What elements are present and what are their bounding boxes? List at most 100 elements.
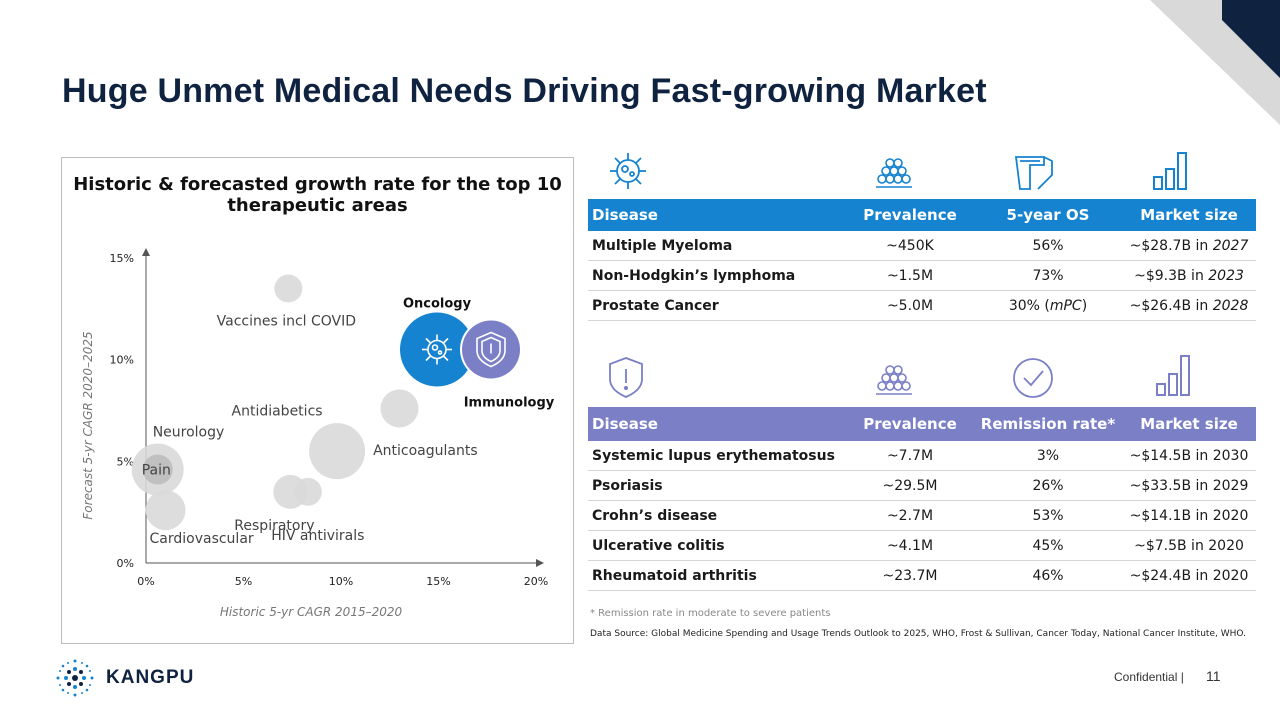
- bubble-cardiovascular: [145, 490, 186, 531]
- table-row: Crohn’s disease ~2.7M 53% ~$14.1B in 202…: [588, 500, 1256, 531]
- table-row: Systemic lupus erythematosus ~7.7M 3% ~$…: [588, 441, 1256, 471]
- bubble-label: HIV antivirals: [271, 528, 364, 544]
- cell-prevalence: ~5.0M: [846, 290, 974, 321]
- cell-market: ~$24.4B in 2020: [1122, 560, 1256, 591]
- x-tick-label: 0%: [137, 575, 154, 588]
- oncology-virus-icon: [422, 334, 452, 365]
- bubble-anticoagulants: [309, 423, 366, 480]
- bar-chart-icon: [1156, 355, 1190, 396]
- t2-header-market: Market size: [1122, 407, 1256, 441]
- cell-remission: 26%: [974, 470, 1122, 501]
- footnote: * Remission rate in moderate to severe p…: [590, 608, 831, 619]
- y-tick-label: 5%: [117, 455, 134, 468]
- cell-market: ~$14.1B in 2020: [1122, 500, 1256, 531]
- x-tick-label: 20%: [524, 575, 548, 588]
- x-tick-label: 15%: [426, 575, 450, 588]
- virus-icon: [610, 153, 646, 189]
- people-icon: [876, 158, 912, 188]
- cell-prevalence: ~1.5M: [846, 260, 974, 291]
- cell-os: 56%: [974, 231, 1122, 261]
- hand-icon: [1014, 156, 1053, 190]
- check-icon: [1013, 358, 1053, 398]
- cell-disease: Ulcerative colitis: [588, 530, 846, 561]
- immunology-label: Immunology: [464, 396, 555, 411]
- bubble-label: Neurology: [153, 424, 225, 440]
- cell-disease: Non-Hodgkin’s lymphoma: [588, 260, 846, 291]
- bar-chart-icon: [1153, 152, 1187, 190]
- oncology-label: Oncology: [403, 297, 472, 312]
- t2-header-remission: Remission rate*: [974, 407, 1122, 441]
- x-tick-label: 5%: [235, 575, 252, 588]
- t2-header-prevalence: Prevalence: [846, 407, 974, 441]
- cell-disease: Systemic lupus erythematosus: [588, 441, 846, 471]
- bubble-label: Vaccines incl COVID: [217, 314, 356, 330]
- logo-text: KANGPU: [106, 667, 195, 688]
- oncology-table: Disease Prevalence 5-year OS Market size…: [588, 199, 1256, 321]
- page-number: 11: [1206, 668, 1221, 684]
- bubble-label: Respiratory: [234, 518, 314, 534]
- cell-remission: 46%: [974, 560, 1122, 591]
- bubble-respiratory: [273, 474, 308, 509]
- x-axis-title: Historic 5-yr CAGR 2015–2020: [220, 605, 403, 619]
- y-tick-label: 0%: [117, 557, 134, 570]
- t1-header-os: 5-year OS: [974, 199, 1122, 231]
- cell-market: ~$33.5B in 2029: [1122, 470, 1256, 501]
- cell-disease: Psoriasis: [588, 470, 846, 501]
- bubble-antidiabetics: [380, 389, 419, 428]
- cell-prevalence: ~2.7M: [846, 500, 974, 531]
- bottom-icons: [609, 355, 1190, 398]
- cell-disease: Prostate Cancer: [588, 290, 846, 321]
- cell-market: ~$9.3B in 2023: [1122, 260, 1256, 291]
- y-axis-arrow: [142, 248, 150, 256]
- cell-os: 30% (mPC): [974, 290, 1122, 321]
- cell-disease: Crohn’s disease: [588, 500, 846, 531]
- cell-prevalence: ~7.7M: [846, 441, 974, 471]
- confidential-label: Confidential |: [1114, 670, 1184, 684]
- t1-header-disease: Disease: [588, 199, 846, 231]
- bubble-label: Antidiabetics: [232, 403, 323, 419]
- cell-os: 73%: [974, 260, 1122, 291]
- table-row: Rheumatoid arthritis ~23.7M 46% ~$24.4B …: [588, 560, 1256, 591]
- bubble-pain: [142, 454, 173, 485]
- cell-prevalence: ~23.7M: [846, 560, 974, 591]
- y-tick-label: 15%: [110, 252, 134, 265]
- cell-remission: 45%: [974, 530, 1122, 561]
- kangpu-logo-icon: [56, 659, 94, 697]
- table-row: Psoriasis ~29.5M 26% ~$33.5B in 2029: [588, 470, 1256, 501]
- cell-market: ~$14.5B in 2030: [1122, 441, 1256, 471]
- y-axis-title: Forecast 5-yr CAGR 2020–2025: [81, 331, 95, 519]
- page-title: Huge Unmet Medical Needs Driving Fast-gr…: [62, 72, 987, 110]
- scatter-chart: 0% 5% 10% 15% 20% 0% 5% 10% 15% Historic 5-yr CAG…: [81, 248, 555, 619]
- shield-icon: [609, 357, 643, 398]
- cell-prevalence: ~29.5M: [846, 470, 974, 501]
- t1-header-prevalence: Prevalence: [846, 199, 974, 231]
- bubble-vaccines-incl-covid: [274, 274, 303, 303]
- cell-disease: Multiple Myeloma: [588, 231, 846, 261]
- top-icons: [610, 152, 1187, 190]
- t2-header-disease: Disease: [588, 407, 846, 441]
- cell-remission: 53%: [974, 500, 1122, 531]
- table-row: Prostate Cancer ~5.0M 30% (mPC) ~$26.4B …: [588, 290, 1256, 321]
- immunology-table: Disease Prevalence Remission rate* Marke…: [588, 407, 1256, 591]
- cell-prevalence: ~450K: [846, 231, 974, 261]
- x-axis-arrow: [536, 559, 544, 567]
- chart-panel: Historic & forecasted growth rate for th…: [61, 157, 574, 644]
- y-tick-label: 10%: [110, 354, 134, 367]
- cell-prevalence: ~4.1M: [846, 530, 974, 561]
- t1-header-market: Market size: [1122, 199, 1256, 231]
- chart-title: Historic & forecasted growth rate for th…: [73, 174, 562, 216]
- bubble-label: Anticoagulants: [373, 443, 478, 459]
- cell-market: ~$26.4B in 2028: [1122, 290, 1256, 321]
- people-icon: [876, 365, 912, 395]
- immunology-shield-icon: [476, 331, 506, 368]
- table-row: Ulcerative colitis ~4.1M 45% ~$7.5B in 2…: [588, 530, 1256, 561]
- table-row: Non-Hodgkin’s lymphoma ~1.5M 73% ~$9.3B …: [588, 260, 1256, 291]
- x-tick-label: 10%: [329, 575, 353, 588]
- data-source: Data Source: Global Medicine Spending an…: [590, 629, 1246, 639]
- cell-market: ~$7.5B in 2020: [1122, 530, 1256, 561]
- cell-market: ~$28.7B in 2027: [1122, 231, 1256, 261]
- bubble-label: Pain: [142, 462, 171, 478]
- cell-disease: Rheumatoid arthritis: [588, 560, 846, 591]
- cell-remission: 3%: [974, 441, 1122, 471]
- table-row: Multiple Myeloma ~450K 56% ~$28.7B in 20…: [588, 231, 1256, 261]
